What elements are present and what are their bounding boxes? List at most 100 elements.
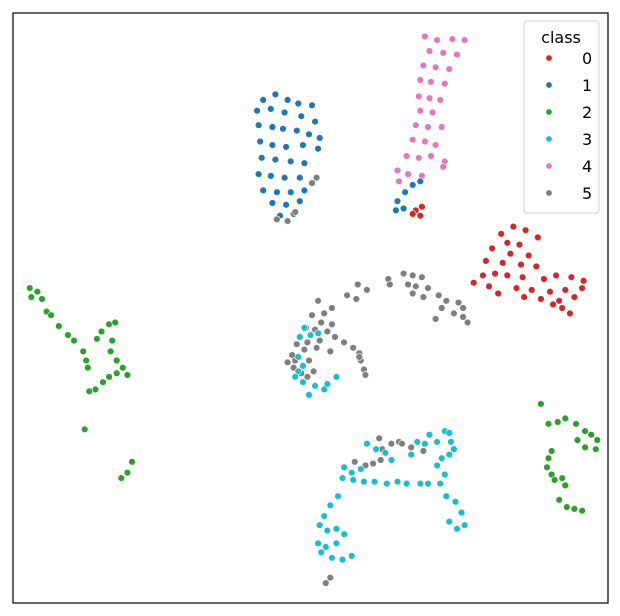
point-class-3 [381, 449, 389, 457]
point-class-3 [453, 525, 461, 533]
point-class-2 [581, 427, 589, 435]
point-class-1 [296, 197, 304, 205]
point-class-5 [363, 286, 371, 294]
point-class-5 [419, 447, 428, 455]
point-class-2 [543, 463, 551, 471]
point-class-4 [431, 63, 440, 72]
point-class-5 [340, 338, 348, 347]
point-class-1 [259, 186, 267, 195]
point-class-3 [311, 382, 319, 390]
legend-marker-1 [545, 81, 553, 89]
point-class-0 [527, 286, 536, 294]
point-class-2 [26, 284, 34, 292]
point-class-2 [537, 400, 545, 408]
point-class-2 [117, 474, 126, 482]
point-class-1 [267, 105, 275, 113]
point-class-4 [415, 92, 423, 101]
legend-marker-2 [545, 108, 553, 116]
point-class-1 [401, 188, 409, 196]
point-class-1 [299, 141, 307, 149]
point-class-3 [424, 479, 432, 488]
point-class-4 [431, 141, 440, 149]
point-class-3 [306, 331, 315, 339]
point-class-5 [303, 373, 312, 381]
point-class-4 [419, 61, 428, 70]
point-class-5 [273, 215, 281, 224]
point-class-5 [326, 573, 334, 582]
point-class-0 [515, 241, 524, 249]
point-class-5 [459, 313, 467, 321]
point-class-2 [547, 447, 556, 455]
point-class-2 [123, 469, 132, 477]
point-class-5 [308, 311, 316, 319]
point-class-1 [268, 123, 277, 131]
point-class-5 [418, 273, 426, 281]
point-class-5 [320, 309, 328, 318]
point-class-1 [416, 177, 424, 186]
point-class-1 [280, 174, 289, 182]
point-class-3 [383, 479, 391, 488]
point-class-3 [305, 391, 313, 399]
point-class-3 [457, 508, 466, 517]
point-class-4 [421, 32, 429, 41]
point-class-2 [47, 311, 55, 319]
point-class-3 [314, 329, 322, 337]
point-class-0 [561, 286, 569, 294]
point-class-2 [563, 503, 571, 511]
point-class-3 [402, 479, 411, 488]
point-class-3 [299, 378, 307, 386]
point-class-2 [112, 369, 121, 377]
legend: class 0 1 2 3 4 5 [523, 20, 600, 214]
point-class-0 [549, 300, 557, 309]
point-class-1 [282, 143, 290, 151]
point-class-2 [105, 320, 113, 328]
point-class-5 [407, 443, 415, 452]
point-class-1 [297, 112, 305, 120]
point-class-2 [97, 327, 106, 336]
point-class-3 [320, 512, 328, 520]
point-class-4 [448, 35, 457, 43]
point-class-1 [294, 99, 302, 108]
point-class-5 [438, 304, 446, 312]
point-class-4 [439, 49, 447, 57]
point-class-2 [581, 443, 589, 452]
point-class-3 [340, 463, 348, 471]
point-class-3 [360, 478, 368, 486]
point-class-1 [254, 121, 263, 129]
point-class-5 [387, 440, 396, 448]
point-class-1 [308, 101, 316, 110]
point-class-5 [409, 289, 417, 298]
point-class-2 [70, 336, 78, 345]
point-class-0 [578, 284, 586, 292]
point-class-2 [555, 496, 563, 504]
point-class-4 [425, 94, 434, 102]
point-class-5 [398, 440, 406, 448]
point-class-5 [354, 280, 362, 289]
point-class-5 [293, 340, 301, 348]
point-class-4 [409, 136, 417, 144]
point-class-3 [300, 324, 309, 332]
point-class-2 [79, 347, 87, 356]
point-class-5 [303, 338, 312, 347]
point-class-5 [454, 298, 463, 307]
point-class-1 [399, 204, 408, 213]
point-class-3 [314, 539, 322, 547]
point-class-5 [351, 458, 359, 466]
point-class-3 [332, 373, 341, 381]
point-class-3 [357, 465, 365, 473]
point-class-5 [314, 297, 322, 305]
point-class-1 [314, 145, 322, 153]
point-class-4 [393, 166, 402, 175]
point-class-3 [332, 525, 341, 533]
point-class-0 [482, 257, 490, 265]
point-class-0 [570, 293, 579, 301]
point-class-0 [566, 309, 574, 318]
point-class-1 [267, 172, 275, 180]
point-class-0 [418, 203, 426, 211]
point-class-1 [271, 155, 280, 164]
legend-label-3: 3 [582, 130, 592, 149]
point-class-5 [431, 315, 440, 323]
point-class-4 [424, 123, 432, 131]
point-class-1 [283, 96, 292, 104]
point-class-3 [407, 450, 415, 459]
